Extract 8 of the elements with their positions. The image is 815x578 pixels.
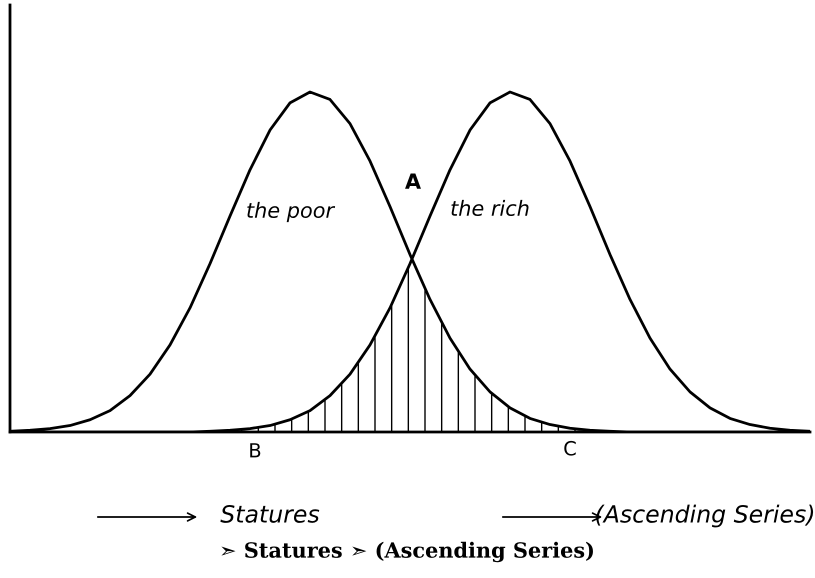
annotation: A [405, 174, 421, 189]
text: (Ascending Series) [596, 504, 814, 528]
text: B [250, 443, 260, 458]
text: C [564, 440, 576, 456]
text: ➣ Statures ➣ (Ascending Series) [221, 542, 593, 562]
text: Statures [220, 504, 320, 523]
annotation: the poor [247, 202, 336, 222]
annotation: the rich [451, 200, 528, 216]
